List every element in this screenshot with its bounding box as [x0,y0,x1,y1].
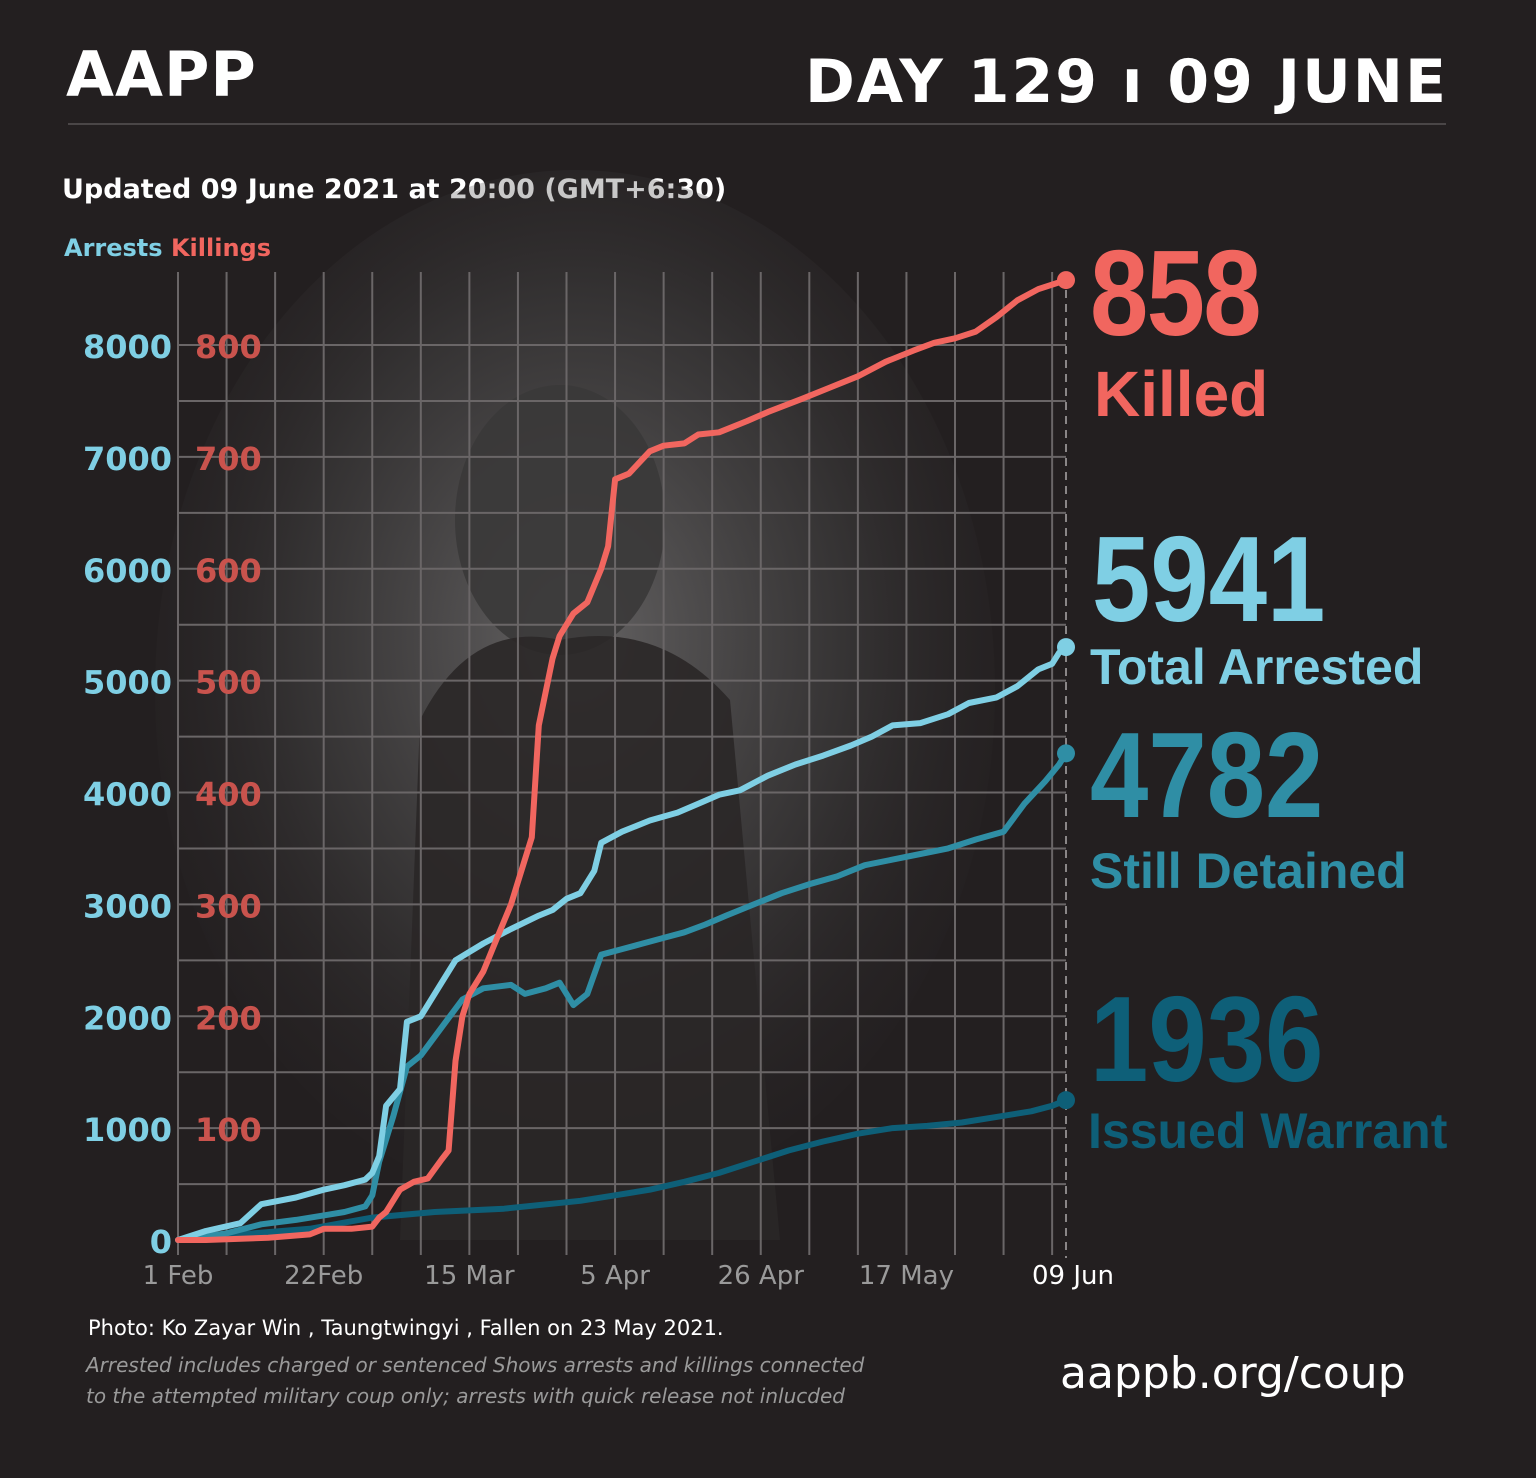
x-tick-label: 09 Jun [1032,1261,1114,1291]
series-endpoint-killings [1057,271,1075,290]
series-line-total-arrested [175,644,1069,1243]
y-tick-label-killings: 600 [195,552,262,590]
still-detained-label: Still Detained [1090,843,1407,899]
x-tick-label: 26 Apr [718,1261,805,1291]
y-tick-label-arrests: 5000 [83,664,172,702]
legend-arrests: Arrests [64,234,163,262]
y-tick-label-arrests: 6000 [83,552,172,590]
brand-title: AAPP [66,38,257,111]
y-tick-label-killings: 300 [195,887,262,925]
y-tick-label-arrests: 2000 [83,999,172,1037]
series-line-issued-warrant [175,1097,1069,1243]
y-tick-label-killings: 200 [195,999,262,1037]
chart-legend: Arrests Killings [64,236,271,260]
footnote-line-2: to the attempted military coup only; arr… [86,1384,845,1408]
website-link[interactable]: aappb.org/coup [1060,1348,1406,1399]
photo-credit: Photo: Ko Zayar Win , Taungtwingyi , Fal… [88,1316,724,1340]
header-divider [68,123,1446,125]
y-tick-label-killings: 400 [195,776,262,814]
x-tick-label: 5 Apr [580,1261,650,1291]
total-arrested-count: 5941 [1092,511,1326,647]
footnote: Arrested includes charged or sentenced S… [86,1350,864,1412]
killed-label: Killed [1094,358,1269,430]
x-tick-label: 15 Mar [424,1261,515,1291]
series-endpoint-still-detained [1057,744,1075,763]
portrait-photo [155,170,995,1240]
series-line-killings [175,277,1069,1243]
y-tick-label-killings: 800 [195,328,262,366]
legend-killings: Killings [170,234,271,262]
y-tick-label-arrests: 4000 [83,776,172,814]
series-endpoint-issued-warrant [1057,1091,1075,1110]
day-label: DAY 129 ı 09 JUNE [804,47,1448,117]
x-tick-label: 1 Feb [143,1261,214,1291]
still-detained-count: 4782 [1090,707,1324,843]
y-tick-label-arrests: 7000 [83,440,172,478]
total-arrested-label: Total Arrested [1090,639,1424,695]
killed-count: 858 [1090,225,1262,361]
series-line-still-detained [175,750,1069,1243]
y-tick-label-killings: 100 [195,1111,262,1149]
x-tick-label: 17 May [859,1261,954,1291]
y-tick-label-killings: 500 [195,664,262,702]
footnote-line-1: Arrested includes charged or sentenced S… [86,1353,865,1377]
issued-warrant-label: Issued Warrant [1088,1103,1448,1159]
series-endpoint-total-arrested [1057,638,1075,657]
issued-warrant-count: 1936 [1090,971,1324,1107]
x-tick-label: 22Feb [284,1261,363,1291]
y-tick-label-arrests: 3000 [83,887,172,925]
y-tick-label-arrests: 8000 [83,328,172,366]
y-tick-label-killings: 700 [195,440,262,478]
y-tick-label-arrests: 0 [150,1223,172,1261]
y-tick-label-arrests: 1000 [83,1111,172,1149]
